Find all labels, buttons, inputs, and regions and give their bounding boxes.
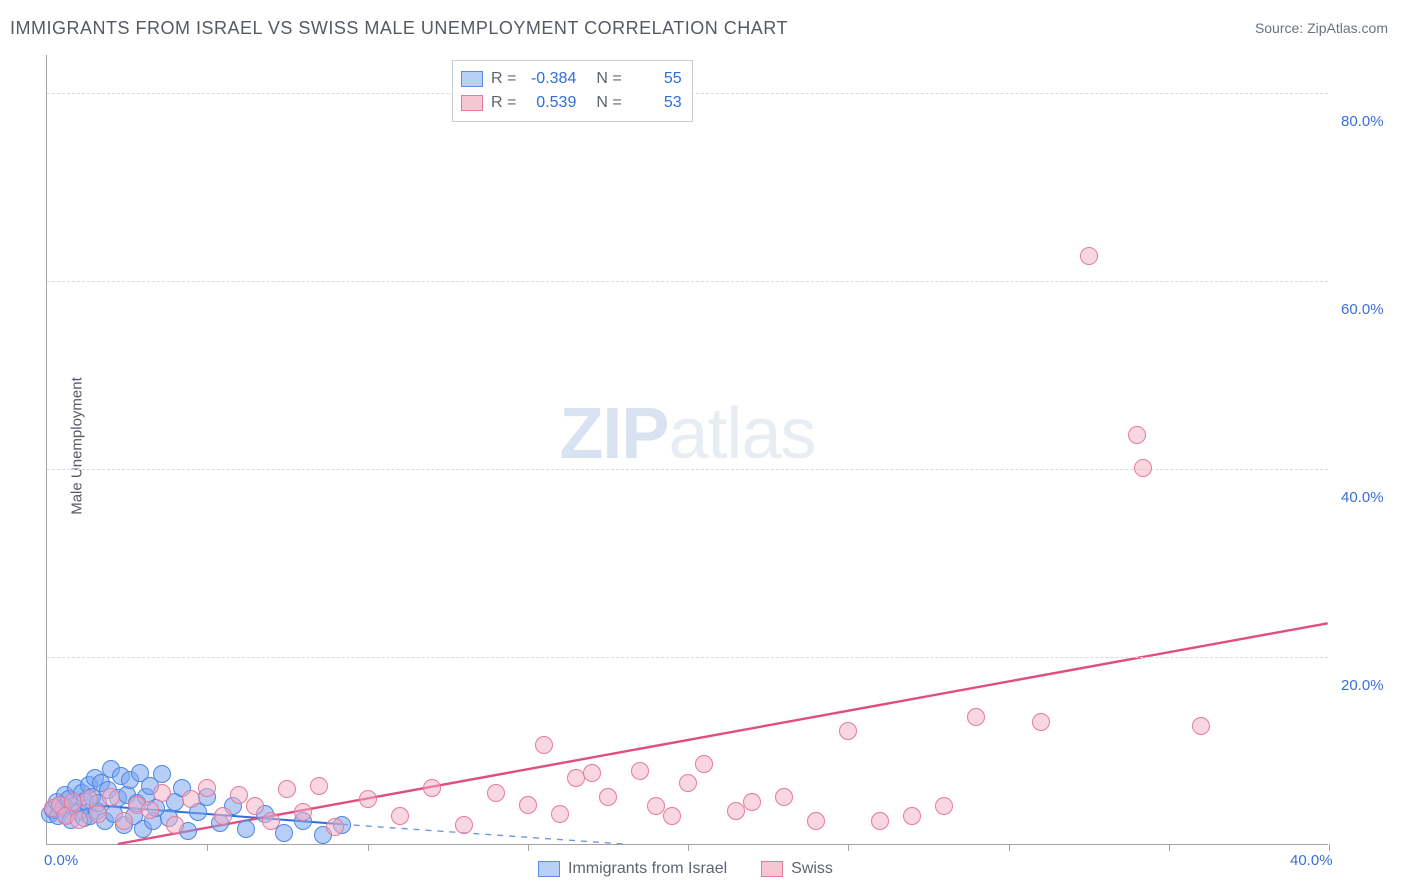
swiss-point — [64, 793, 82, 811]
stats-row: R = 0.539 N = 53 — [461, 91, 682, 115]
x-tick-label-max: 40.0% — [1290, 852, 1333, 869]
legend-label: Immigrants from Israel — [568, 860, 727, 878]
watermark-zip: ZIP — [559, 394, 668, 474]
swiss-point — [727, 802, 745, 820]
y-tick-label: 40.0% — [1341, 489, 1384, 506]
x-tick — [688, 844, 689, 851]
swiss-point — [1032, 713, 1050, 731]
swiss-point — [775, 788, 793, 806]
legend-item: Swiss — [761, 860, 833, 878]
swiss-point — [1134, 459, 1152, 477]
swiss-point — [246, 797, 264, 815]
r-value: -0.384 — [524, 67, 576, 91]
trendlines-overlay — [47, 55, 1328, 844]
swiss-point — [663, 807, 681, 825]
swiss-point — [423, 779, 441, 797]
swiss-point — [391, 807, 409, 825]
n-value: 55 — [630, 67, 682, 91]
source-value: ZipAtlas.com — [1307, 20, 1388, 36]
swiss-point — [967, 708, 985, 726]
swiss-point — [1080, 247, 1098, 265]
swiss-point — [903, 807, 921, 825]
swiss-point — [679, 774, 697, 792]
series-swatch — [461, 71, 483, 87]
swiss-point — [455, 816, 473, 834]
series-swatch — [538, 861, 560, 877]
swiss-point — [871, 812, 889, 830]
x-tick — [368, 844, 369, 851]
swiss-point — [294, 803, 312, 821]
swiss-point — [519, 796, 537, 814]
swiss-point — [310, 777, 328, 795]
swiss-point — [230, 786, 248, 804]
y-tick-label: 60.0% — [1341, 301, 1384, 318]
y-tick-label: 20.0% — [1341, 677, 1384, 694]
source-attribution: Source: ZipAtlas.com — [1255, 20, 1388, 36]
chart-title: IMMIGRANTS FROM ISRAEL VS SWISS MALE UNE… — [10, 18, 788, 39]
swiss-point — [535, 736, 553, 754]
swiss-point — [214, 807, 232, 825]
swiss-point — [583, 764, 601, 782]
swiss-point — [70, 811, 88, 829]
swiss-point — [839, 722, 857, 740]
israel-point — [237, 820, 255, 838]
swiss-point — [1128, 426, 1146, 444]
legend-item: Immigrants from Israel — [538, 860, 727, 878]
x-tick — [1169, 844, 1170, 851]
swiss-point — [182, 790, 200, 808]
swiss-point — [102, 788, 120, 806]
swiss-point — [599, 788, 617, 806]
gridline — [47, 657, 1328, 658]
swiss-point — [326, 818, 344, 836]
swiss-point — [198, 779, 216, 797]
israel-point — [153, 765, 171, 783]
swiss-point — [631, 762, 649, 780]
swiss-point — [695, 755, 713, 773]
legend-label: Swiss — [791, 860, 833, 878]
swiss-point — [487, 784, 505, 802]
watermark: ZIPatlas — [559, 393, 815, 475]
r-label: R = — [491, 91, 516, 115]
swiss-point — [935, 797, 953, 815]
swiss-point — [115, 812, 133, 830]
swiss-point — [262, 812, 280, 830]
plot-area: ZIPatlas 20.0%40.0%60.0%80.0% — [46, 55, 1328, 845]
x-tick — [848, 844, 849, 851]
swiss-point — [153, 784, 171, 802]
watermark-atlas: atlas — [668, 394, 815, 474]
r-value: 0.539 — [524, 91, 576, 115]
swiss-point — [743, 793, 761, 811]
swiss-point — [89, 805, 107, 823]
x-tick-label-min: 0.0% — [44, 852, 78, 869]
stats-legend-box: R = -0.384 N = 55 R = 0.539 N = 53 — [452, 60, 693, 122]
swiss-point — [551, 805, 569, 823]
y-tick-label: 80.0% — [1341, 113, 1384, 130]
series-legend: Immigrants from Israel Swiss — [538, 860, 833, 878]
source-label: Source: — [1255, 20, 1303, 36]
swiss-point — [1192, 717, 1210, 735]
chart-container: IMMIGRANTS FROM ISRAEL VS SWISS MALE UNE… — [0, 0, 1406, 892]
x-tick — [528, 844, 529, 851]
x-tick — [1329, 844, 1330, 851]
swiss-point — [166, 816, 184, 834]
stats-row: R = -0.384 N = 55 — [461, 67, 682, 91]
swiss-point — [359, 790, 377, 808]
r-label: R = — [491, 67, 516, 91]
series-swatch — [761, 861, 783, 877]
n-label: N = — [596, 67, 621, 91]
swiss-point — [807, 812, 825, 830]
x-tick — [207, 844, 208, 851]
trend-line — [342, 824, 624, 844]
swiss-point — [278, 780, 296, 798]
n-label: N = — [596, 91, 621, 115]
swiss-point — [141, 801, 159, 819]
series-swatch — [461, 95, 483, 111]
n-value: 53 — [630, 91, 682, 115]
x-tick — [1009, 844, 1010, 851]
gridline — [47, 281, 1328, 282]
